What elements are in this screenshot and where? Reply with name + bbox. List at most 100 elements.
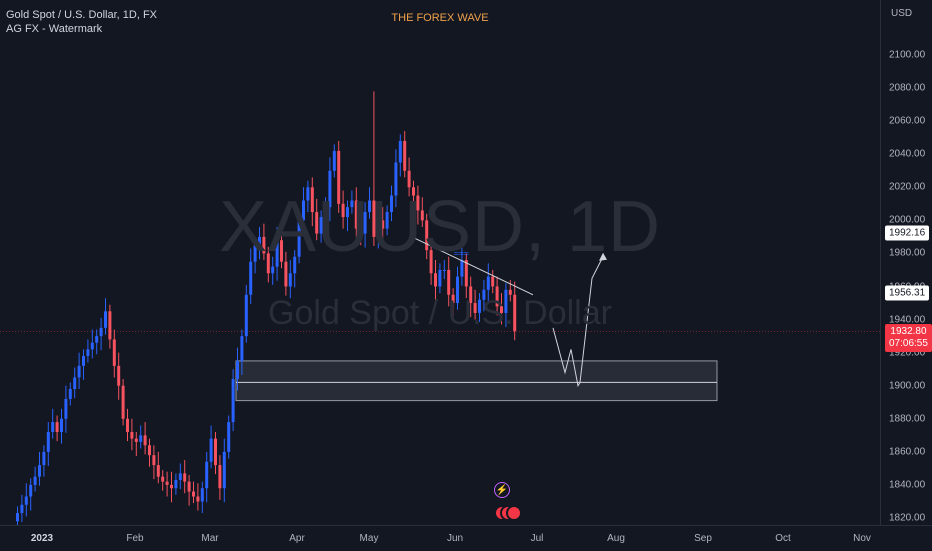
price-tick-label: 2100.00 bbox=[889, 49, 926, 61]
time-tick-label: 2023 bbox=[30, 533, 54, 544]
candle-body bbox=[407, 170, 411, 188]
us-flag-icon[interactable] bbox=[506, 505, 522, 521]
candle-body bbox=[508, 289, 512, 295]
candle-body bbox=[170, 484, 173, 489]
trendline-touch-marker: ≈≈≈ bbox=[454, 249, 469, 259]
candle-body bbox=[381, 220, 385, 229]
candle-body bbox=[218, 465, 222, 489]
candle-body bbox=[38, 465, 41, 477]
candle-body bbox=[425, 220, 429, 251]
candle-body bbox=[359, 228, 363, 234]
time-tick-label: Oct bbox=[775, 533, 791, 544]
candle-body bbox=[46, 432, 50, 452]
candle-body bbox=[266, 253, 270, 274]
candle-body bbox=[315, 212, 319, 234]
price-tick-label: 2020.00 bbox=[889, 181, 926, 193]
currency-label: USD bbox=[891, 8, 913, 19]
time-tick-label: Jul bbox=[530, 533, 544, 544]
candle-body bbox=[187, 481, 191, 492]
lightning-icon[interactable]: ⚡ bbox=[494, 482, 510, 498]
candle-body bbox=[288, 273, 292, 287]
time-tick-label: Sep bbox=[694, 533, 712, 544]
candle-body bbox=[86, 349, 90, 356]
price-chart[interactable]: ≈≈≈ bbox=[0, 0, 880, 525]
time-tick-label: Feb bbox=[126, 533, 144, 544]
candle-body bbox=[77, 365, 81, 378]
candle-body bbox=[275, 240, 279, 267]
candle-body bbox=[341, 203, 345, 218]
candle-body bbox=[33, 476, 37, 485]
candle-body bbox=[429, 250, 433, 274]
candle-body bbox=[64, 398, 68, 419]
candle-body bbox=[152, 455, 156, 466]
candle-body bbox=[324, 207, 327, 218]
candle-body bbox=[222, 451, 226, 489]
candle-body bbox=[403, 140, 407, 171]
candle-body bbox=[491, 276, 495, 287]
price-tick-label: 2000.00 bbox=[889, 214, 926, 226]
candle-body bbox=[51, 422, 55, 433]
price-label-upper: 1992.16 bbox=[885, 225, 930, 241]
projection-arrowhead bbox=[599, 252, 607, 261]
candle-body bbox=[297, 220, 301, 257]
candle-body bbox=[332, 150, 336, 171]
candle-body bbox=[306, 187, 310, 201]
time-tick-label: Jun bbox=[446, 533, 464, 544]
candle-body bbox=[99, 327, 103, 337]
symbol-title[interactable]: Gold Spot / U.S. Dollar, 1D, FX bbox=[6, 9, 158, 21]
candle-body bbox=[165, 481, 169, 485]
price-axis[interactable]: USD 2100.00 2080.00 2060.00 2040.00 2020.00 2… bbox=[880, 0, 932, 525]
price-tick-label: 2080.00 bbox=[889, 82, 926, 94]
candle-body bbox=[284, 261, 288, 287]
candle-body bbox=[253, 245, 257, 262]
candle-body bbox=[368, 200, 371, 213]
chart-canvas[interactable]: ≈≈≈ bbox=[0, 0, 880, 525]
candle-body bbox=[178, 473, 182, 480]
price-tick-label: 1920.00 bbox=[889, 347, 926, 359]
candle-body bbox=[60, 418, 63, 433]
candle-body bbox=[244, 294, 248, 337]
current-price-value: 1932.80 bbox=[890, 326, 927, 338]
indicator-name[interactable]: AG FX - Watermark bbox=[6, 23, 103, 35]
candle-body bbox=[495, 286, 499, 307]
symbol-watermark: XAUUSD, 1D bbox=[218, 187, 662, 267]
time-tick-label: Aug bbox=[607, 533, 625, 544]
candle-body bbox=[121, 385, 125, 419]
time-axis[interactable]: 2023 Feb Mar Apr May Jun Jul Aug Sep Oct Nov bbox=[0, 525, 932, 551]
candle-body bbox=[143, 435, 147, 446]
demand-zone bbox=[235, 360, 718, 402]
candle-body bbox=[156, 465, 160, 477]
candle-body bbox=[29, 484, 33, 497]
candle-body bbox=[310, 187, 314, 213]
candle-body bbox=[55, 422, 59, 433]
candle-body bbox=[385, 212, 389, 229]
trendline bbox=[411, 236, 534, 296]
candle-body bbox=[376, 220, 380, 237]
candle-body bbox=[420, 210, 424, 221]
candle-body bbox=[262, 236, 266, 254]
candle-body bbox=[293, 256, 297, 274]
candle-body bbox=[473, 303, 477, 313]
candle-body bbox=[183, 473, 187, 482]
candle-body bbox=[240, 336, 244, 361]
projection-path bbox=[552, 256, 604, 388]
candle-body bbox=[227, 422, 231, 452]
time-tick-label: Mar bbox=[201, 533, 219, 544]
time-tick-label: Apr bbox=[289, 533, 305, 544]
candle-body bbox=[214, 438, 217, 466]
chart-legend: Gold Spot / U.S. Dollar, 1D, FX AG FX - … bbox=[6, 8, 157, 36]
candle-body bbox=[346, 207, 349, 218]
candle-body bbox=[412, 187, 415, 196]
candle-body bbox=[363, 212, 367, 234]
candle-body bbox=[20, 504, 24, 514]
candle-body bbox=[205, 461, 209, 489]
price-tick-label: 1820.00 bbox=[889, 512, 926, 524]
brand-label: THE FOREX WAVE bbox=[391, 12, 489, 24]
candle-body bbox=[104, 311, 107, 328]
candle-body bbox=[82, 355, 85, 366]
candle-body bbox=[95, 336, 99, 343]
price-tick-label: 1900.00 bbox=[889, 380, 926, 392]
candle-body bbox=[500, 306, 503, 313]
candle-body bbox=[478, 299, 481, 313]
candle-body bbox=[372, 200, 376, 237]
